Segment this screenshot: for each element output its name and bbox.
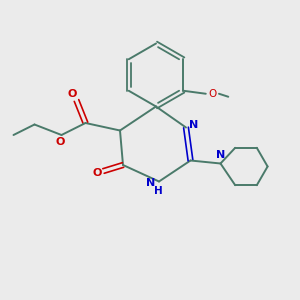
Text: O: O [208, 89, 217, 99]
Text: O: O [67, 89, 77, 99]
Text: N: N [146, 178, 155, 188]
Text: O: O [56, 136, 65, 147]
Text: N: N [216, 150, 225, 160]
Text: O: O [92, 167, 102, 178]
Text: N: N [190, 120, 199, 130]
Text: H: H [154, 186, 163, 196]
